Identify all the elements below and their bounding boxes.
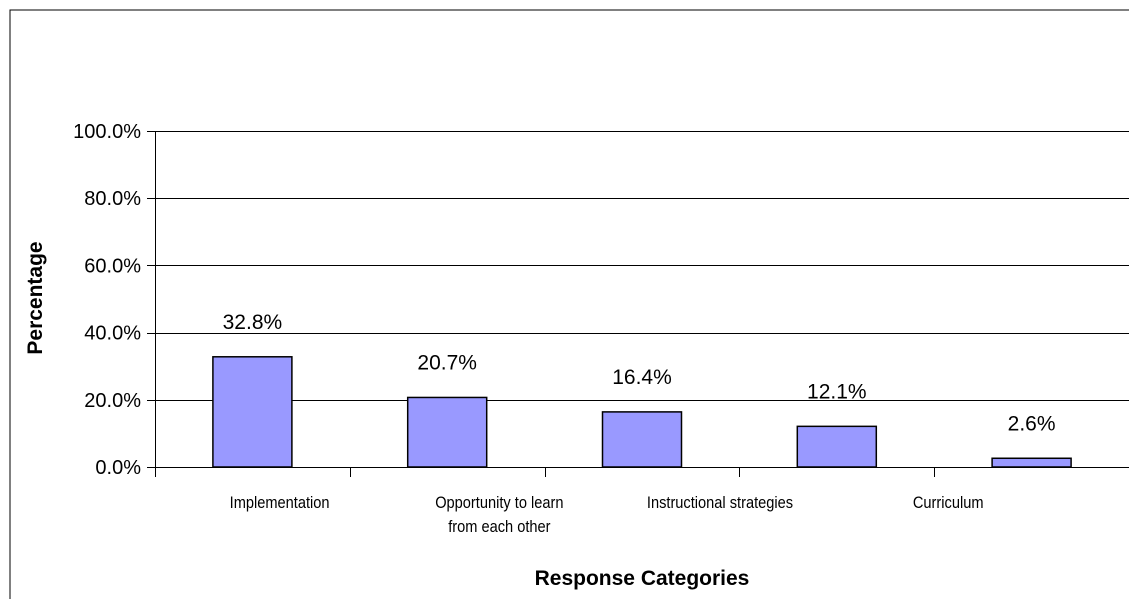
y-tick-labels: 0.0% 20.0% 40.0% 60.0% 80.0% 100.0% — [73, 121, 141, 479]
y-tick-label: 20.0% — [84, 390, 141, 412]
y-tick-label: 60.0% — [84, 255, 141, 277]
x-tick-labels: Implementation Opportunity to learn from e… — [230, 494, 984, 536]
data-label: 20.7% — [417, 351, 477, 374]
data-label: 32.8% — [223, 311, 283, 334]
data-label: 16.4% — [612, 366, 672, 389]
bar — [601, 411, 683, 468]
x-tick-label: Curriculum — [913, 494, 984, 512]
data-label: 12.1% — [807, 380, 867, 403]
y-tick-label: 40.0% — [84, 323, 141, 345]
x-axis-title: Response Categories — [535, 567, 750, 590]
gridlines — [155, 131, 1129, 401]
y-axis-title: Percentage — [24, 241, 47, 354]
x-tick-label: Instructional strategies — [647, 494, 793, 512]
x-tick-label: Implementation — [230, 494, 330, 512]
outer-frame-border — [9, 9, 1129, 599]
bar — [796, 425, 878, 468]
y-tick-label: 100.0% — [73, 121, 141, 143]
data-label: 2.6% — [1008, 412, 1056, 435]
bar — [406, 396, 488, 468]
chart-frame — [9, 9, 1129, 599]
axes — [147, 131, 1129, 477]
data-labels: 32.8% 20.7% 16.4% 12.1% 2.6% — [223, 311, 1056, 435]
y-tick-label: 80.0% — [84, 188, 141, 210]
bar — [212, 356, 293, 468]
x-tick-label: Opportunity to learn from each other — [435, 494, 563, 536]
y-tick-label: 0.0% — [95, 457, 141, 479]
bar — [991, 457, 1072, 468]
bars — [212, 356, 1072, 468]
